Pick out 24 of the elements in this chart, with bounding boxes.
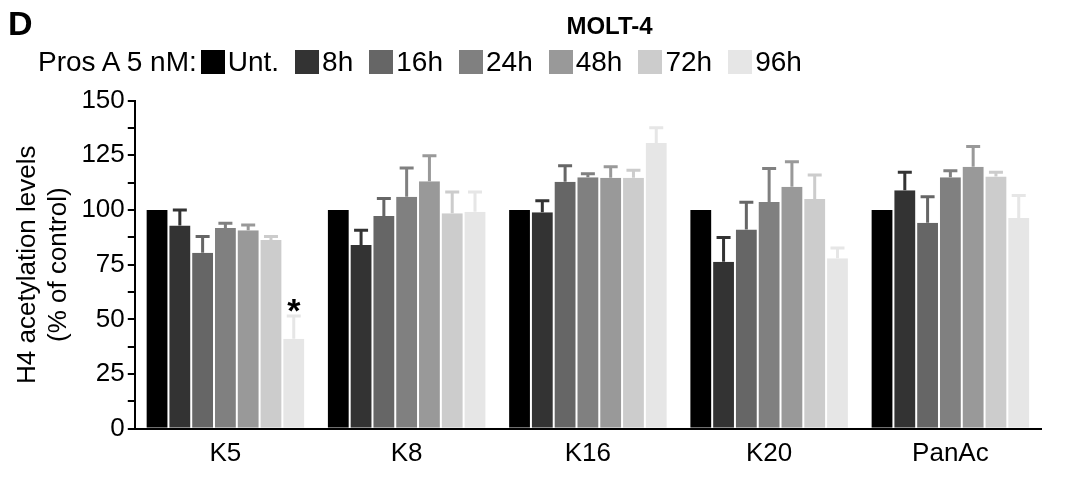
x-tick-label: K20	[746, 436, 793, 467]
y-axis-title: H4 acetylation levels (% of control)	[10, 145, 72, 384]
legend-label: 96h	[755, 46, 802, 78]
legend-label: 48h	[575, 46, 623, 78]
chart-title: MOLT-4	[566, 12, 653, 39]
legend-label: 16h	[396, 46, 443, 78]
legend-label: 8h	[322, 46, 354, 78]
x-tick-label: K16	[564, 436, 612, 467]
legend-title: Pros A 5 nM:	[38, 46, 197, 78]
y-tick-label: 150	[81, 83, 125, 114]
text: D	[8, 4, 33, 43]
legend-label: 72h	[665, 46, 713, 78]
y-tick-label: 50	[95, 302, 125, 333]
y-tick-label: 75	[95, 247, 125, 278]
legend-label: Unt.	[227, 46, 280, 78]
x-tick-label: K5	[209, 436, 242, 467]
y-tick-label: 125	[81, 138, 125, 169]
y-tick-label: 100	[81, 193, 125, 224]
y-tick-label: 25	[95, 357, 125, 388]
data-label: *	[287, 291, 302, 330]
x-tick-label: K8	[390, 436, 423, 467]
x-tick-label: PanAc	[912, 436, 989, 467]
legend-label: 24h	[485, 46, 533, 78]
y-tick-label: 0	[110, 411, 125, 442]
